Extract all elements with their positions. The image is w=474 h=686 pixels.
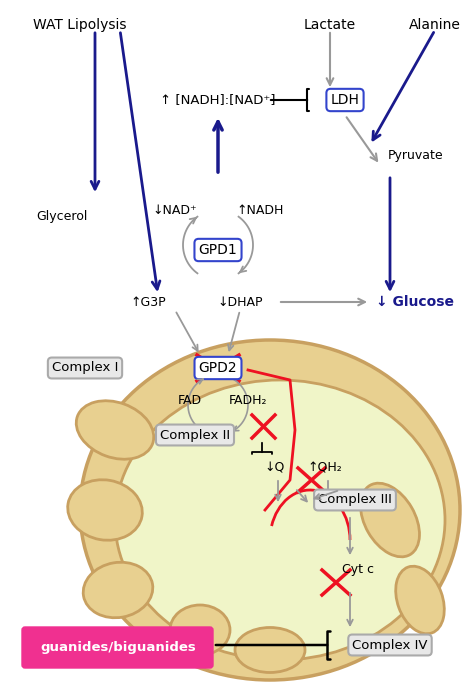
Ellipse shape — [68, 480, 142, 541]
Ellipse shape — [361, 483, 419, 557]
Text: ↓DHAP: ↓DHAP — [217, 296, 263, 309]
Text: ↓Q: ↓Q — [265, 462, 285, 475]
Text: ↓ Glucose: ↓ Glucose — [376, 295, 454, 309]
Text: GPD2: GPD2 — [199, 361, 237, 375]
Ellipse shape — [115, 380, 445, 660]
Text: Pyruvate: Pyruvate — [388, 148, 444, 161]
Text: ↑QH₂: ↑QH₂ — [308, 462, 342, 475]
FancyBboxPatch shape — [22, 627, 213, 668]
Text: GPD1: GPD1 — [199, 243, 237, 257]
Text: ↓NAD⁺: ↓NAD⁺ — [153, 204, 197, 217]
Text: Alanine: Alanine — [409, 18, 461, 32]
Text: WAT Lipolysis: WAT Lipolysis — [33, 18, 127, 32]
Text: Complex I: Complex I — [52, 362, 118, 375]
Text: FAD: FAD — [178, 394, 202, 407]
Ellipse shape — [396, 566, 444, 634]
Text: ↑G3P: ↑G3P — [130, 296, 166, 309]
Text: Complex IV: Complex IV — [352, 639, 428, 652]
Ellipse shape — [170, 605, 230, 655]
Text: Lactate: Lactate — [304, 18, 356, 32]
Ellipse shape — [235, 628, 305, 672]
Text: Glycerol: Glycerol — [36, 210, 88, 223]
Ellipse shape — [76, 401, 154, 459]
Text: Cyt c: Cyt c — [342, 563, 374, 576]
Text: ↑NADH: ↑NADH — [237, 204, 283, 217]
Text: guanides/biguanides: guanides/biguanides — [40, 641, 196, 654]
Text: Complex II: Complex II — [160, 429, 230, 442]
Text: ↑ [NADH]:[NAD⁺]: ↑ [NADH]:[NAD⁺] — [160, 93, 276, 106]
Ellipse shape — [83, 563, 153, 618]
Text: Complex III: Complex III — [318, 493, 392, 506]
Text: LDH: LDH — [330, 93, 359, 107]
Text: FADH₂: FADH₂ — [229, 394, 267, 407]
Ellipse shape — [80, 340, 460, 680]
